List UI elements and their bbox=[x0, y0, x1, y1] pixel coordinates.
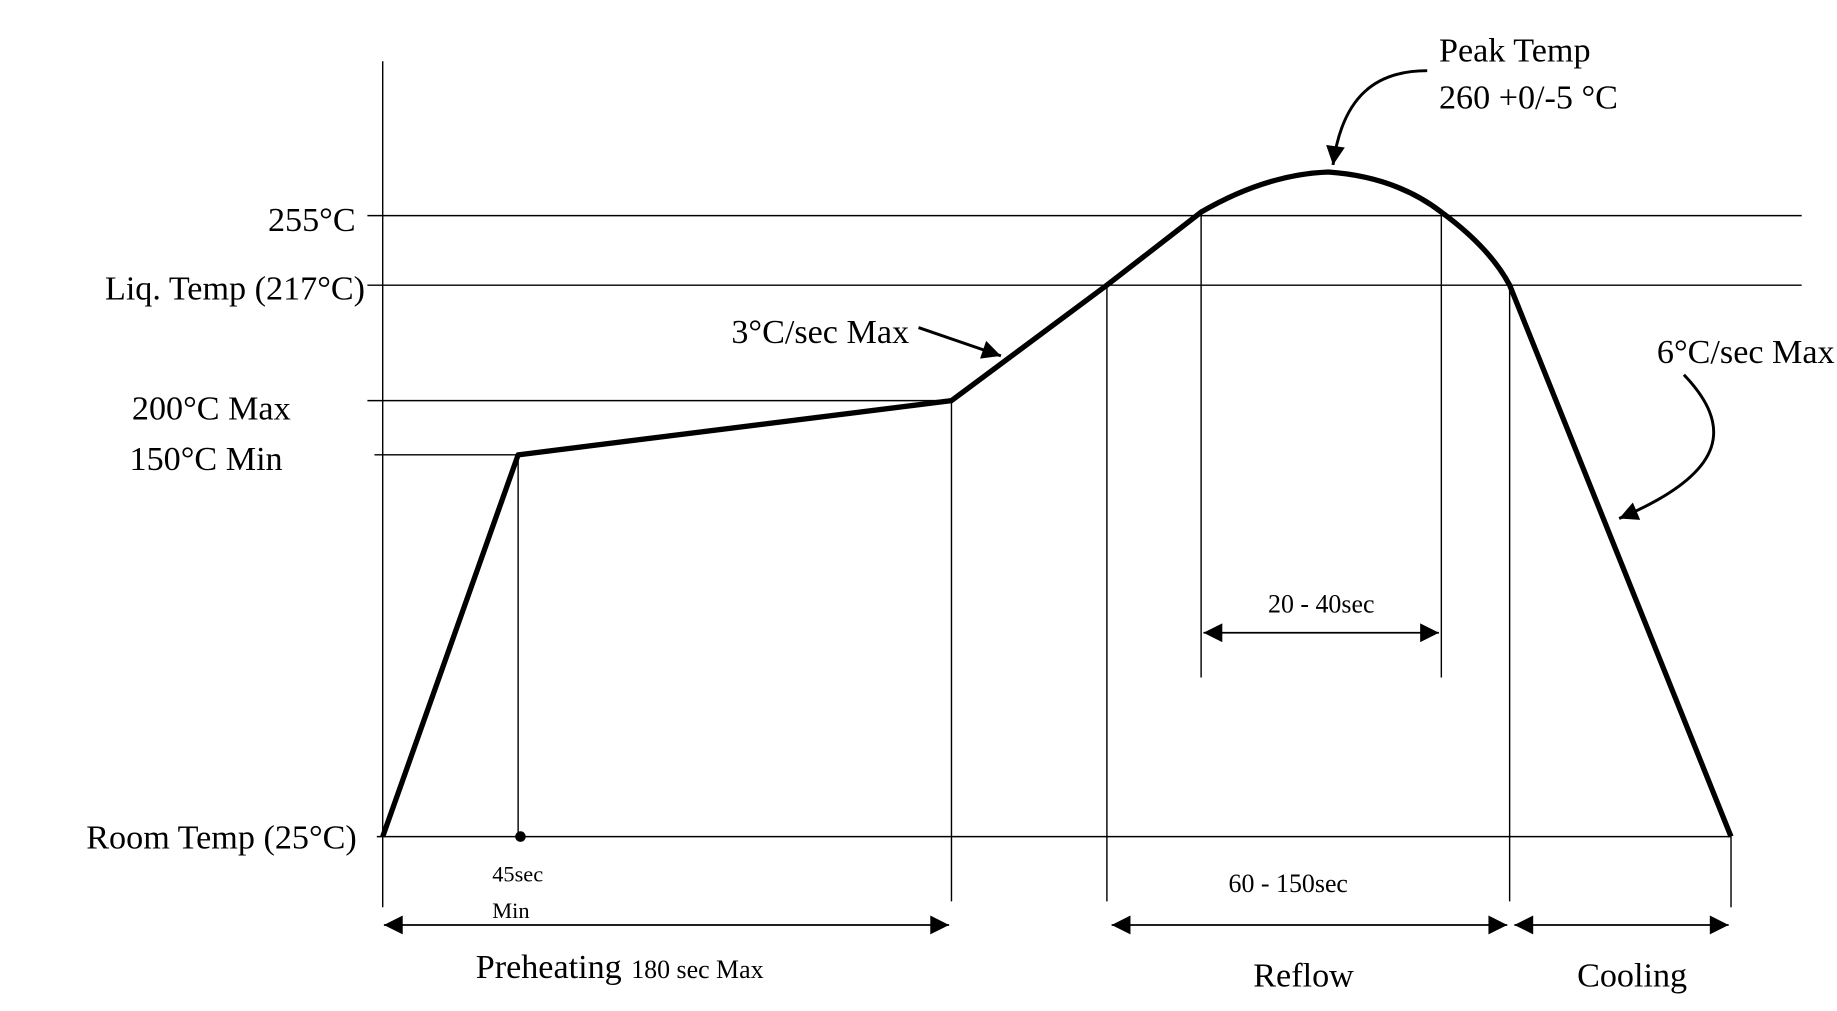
label-255: 255°C bbox=[268, 202, 356, 239]
min-time-dot bbox=[515, 831, 526, 842]
phase-cooling: Cooling bbox=[1577, 957, 1687, 994]
time-above-255-label: 20 - 40sec bbox=[1268, 590, 1374, 619]
min-time-label-2: Min bbox=[492, 898, 529, 923]
label-150: 150°C Min bbox=[130, 441, 283, 478]
temperature-profile-line bbox=[380, 169, 1734, 838]
ramp-up-callout-arrow bbox=[918, 326, 1002, 359]
peak-callout-arrow bbox=[1326, 69, 1428, 166]
label-217: Liq. Temp (217°C) bbox=[105, 270, 365, 307]
phase-reflow: Reflow bbox=[1253, 957, 1354, 994]
peak-temp-value: 260 +0/-5 °C bbox=[1439, 79, 1618, 116]
phase-preheating-label: Preheating bbox=[476, 949, 622, 986]
peak-temp-label: Peak Temp bbox=[1439, 32, 1591, 69]
time-above-liquidus-label: 60 - 150sec bbox=[1229, 869, 1348, 898]
ramp-down-label: 6°C/sec Max bbox=[1657, 334, 1835, 371]
label-25: Room Temp (25°C) bbox=[86, 819, 357, 856]
ramp-down-callout-arrow bbox=[1618, 373, 1716, 520]
ramp-up-label: 3°C/sec Max bbox=[731, 314, 909, 351]
phase-preheating: Preheating 180 sec Max bbox=[476, 949, 764, 986]
phase-preheating-detail: 180 sec Max bbox=[631, 955, 763, 984]
min-time-label-1: 45sec bbox=[492, 861, 543, 886]
label-200: 200°C Max bbox=[132, 390, 291, 427]
